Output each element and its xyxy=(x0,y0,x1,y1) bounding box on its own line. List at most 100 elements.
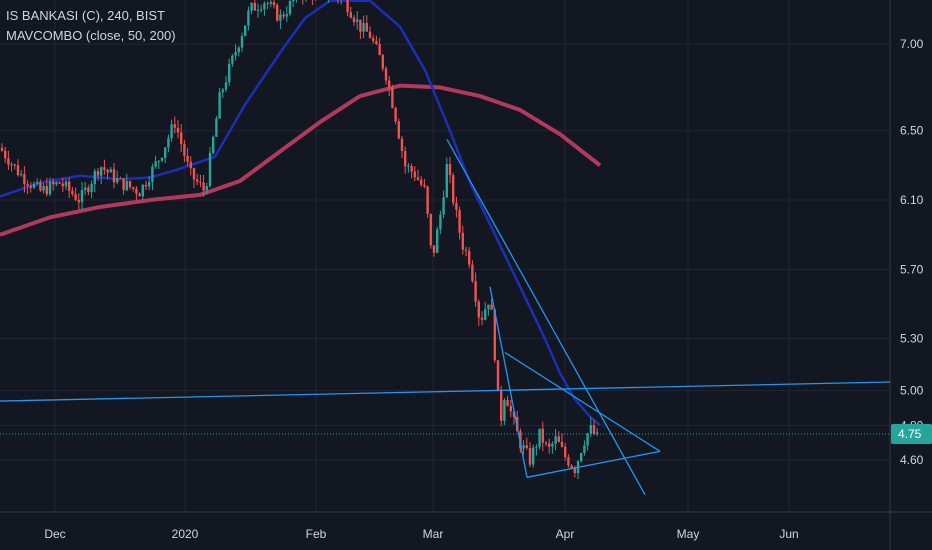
candle-body xyxy=(548,443,551,447)
candle-body xyxy=(157,160,160,162)
candle-body xyxy=(557,436,560,443)
candle-body xyxy=(288,1,292,14)
candle-body xyxy=(208,152,212,187)
time-tick-label: Feb xyxy=(306,527,327,541)
candle-body xyxy=(148,182,151,187)
candle-body xyxy=(346,0,349,13)
candle-body xyxy=(372,38,375,41)
candle-body xyxy=(164,147,167,158)
candle-body xyxy=(394,107,397,122)
trendline[interactable] xyxy=(504,352,661,452)
ma50-line xyxy=(0,0,601,427)
candle-body xyxy=(544,442,548,444)
candle-body xyxy=(183,144,186,156)
candle-body xyxy=(388,80,391,88)
candle-body xyxy=(452,175,455,203)
candle-body xyxy=(538,428,541,447)
candle-body xyxy=(116,178,119,183)
candle-body xyxy=(586,433,589,446)
price-axis[interactable]: 7.006.506.105.705.305.004.804.60 xyxy=(900,37,924,467)
candle-body xyxy=(490,304,493,310)
candle-body xyxy=(461,232,464,250)
candle-body xyxy=(352,17,356,23)
trendline[interactable] xyxy=(446,139,646,495)
candle-body xyxy=(96,171,100,176)
candle-body xyxy=(445,164,448,198)
candle-body xyxy=(90,183,93,193)
candle-body xyxy=(253,2,256,11)
indicator-label[interactable]: MAVCOMBO (close, 50, 200) xyxy=(6,28,176,43)
candle-body xyxy=(68,181,71,191)
candle-body xyxy=(132,187,135,189)
candle-body xyxy=(112,169,116,183)
candle-body xyxy=(237,47,240,53)
candle-body xyxy=(52,181,55,185)
candle-body xyxy=(560,442,564,447)
candle-body xyxy=(58,182,61,184)
candle-body xyxy=(439,214,442,230)
candle-body xyxy=(468,250,471,265)
candle-body xyxy=(154,161,157,167)
candle-body xyxy=(573,468,576,474)
last-price-badge: 4.75 xyxy=(891,424,932,444)
candle-body xyxy=(93,171,96,184)
candle-body xyxy=(13,164,16,166)
candle-body xyxy=(528,447,532,465)
candle-body xyxy=(240,35,244,48)
candle-body xyxy=(122,178,125,191)
trendline-layer[interactable] xyxy=(0,139,891,495)
candle-body xyxy=(173,124,176,128)
candle-body xyxy=(221,89,224,93)
candle-body xyxy=(138,193,141,197)
candle-body xyxy=(228,63,231,83)
candle-body xyxy=(272,2,276,5)
candle-body xyxy=(189,161,192,169)
candle-body xyxy=(378,43,381,56)
trendline[interactable] xyxy=(489,286,528,478)
candle-body xyxy=(4,150,7,159)
candle-body xyxy=(436,229,439,253)
ma200-layer xyxy=(0,83,602,237)
time-tick-label: 2020 xyxy=(172,527,199,541)
price-tick-label: 6.50 xyxy=(900,124,924,138)
candle-body xyxy=(266,3,269,5)
symbol-title[interactable]: IS BANKASI (C), 240, BIST xyxy=(6,8,165,23)
candle-body xyxy=(564,446,567,458)
candle-body xyxy=(413,171,416,178)
candle-body xyxy=(381,55,384,69)
candle-body xyxy=(442,197,445,215)
time-tick-label: Apr xyxy=(556,527,575,541)
candle-body xyxy=(36,182,39,184)
candle-body xyxy=(32,183,36,188)
candle-body xyxy=(365,23,368,32)
time-tick-label: Mar xyxy=(423,527,444,541)
candle-body xyxy=(29,185,32,188)
candle-body xyxy=(180,132,183,145)
candle-body xyxy=(7,158,10,165)
time-axis[interactable]: Dec 2020 Feb Mar Apr May Jun xyxy=(44,527,798,541)
candle-body xyxy=(128,181,132,188)
candle-body xyxy=(218,92,221,119)
candle-body xyxy=(596,432,599,434)
candle-body xyxy=(458,210,461,233)
candle-body xyxy=(269,2,272,4)
candle-body xyxy=(0,148,4,151)
price-tick-label: 7.00 xyxy=(900,37,924,51)
candle-body xyxy=(580,452,583,462)
trendline[interactable] xyxy=(526,450,661,478)
price-tick-label: 5.30 xyxy=(900,332,924,346)
candle-body xyxy=(26,184,29,186)
candle-body xyxy=(196,179,199,182)
candle-body xyxy=(391,87,394,108)
trendline[interactable] xyxy=(0,381,891,402)
candle-body xyxy=(100,167,103,176)
candle-body xyxy=(592,425,596,434)
candle-body xyxy=(362,23,365,32)
ma50-layer xyxy=(0,0,601,427)
candle-body xyxy=(432,245,436,253)
candle-body xyxy=(570,465,573,469)
time-tick-label: Jun xyxy=(779,527,798,541)
candle-body xyxy=(487,304,490,310)
